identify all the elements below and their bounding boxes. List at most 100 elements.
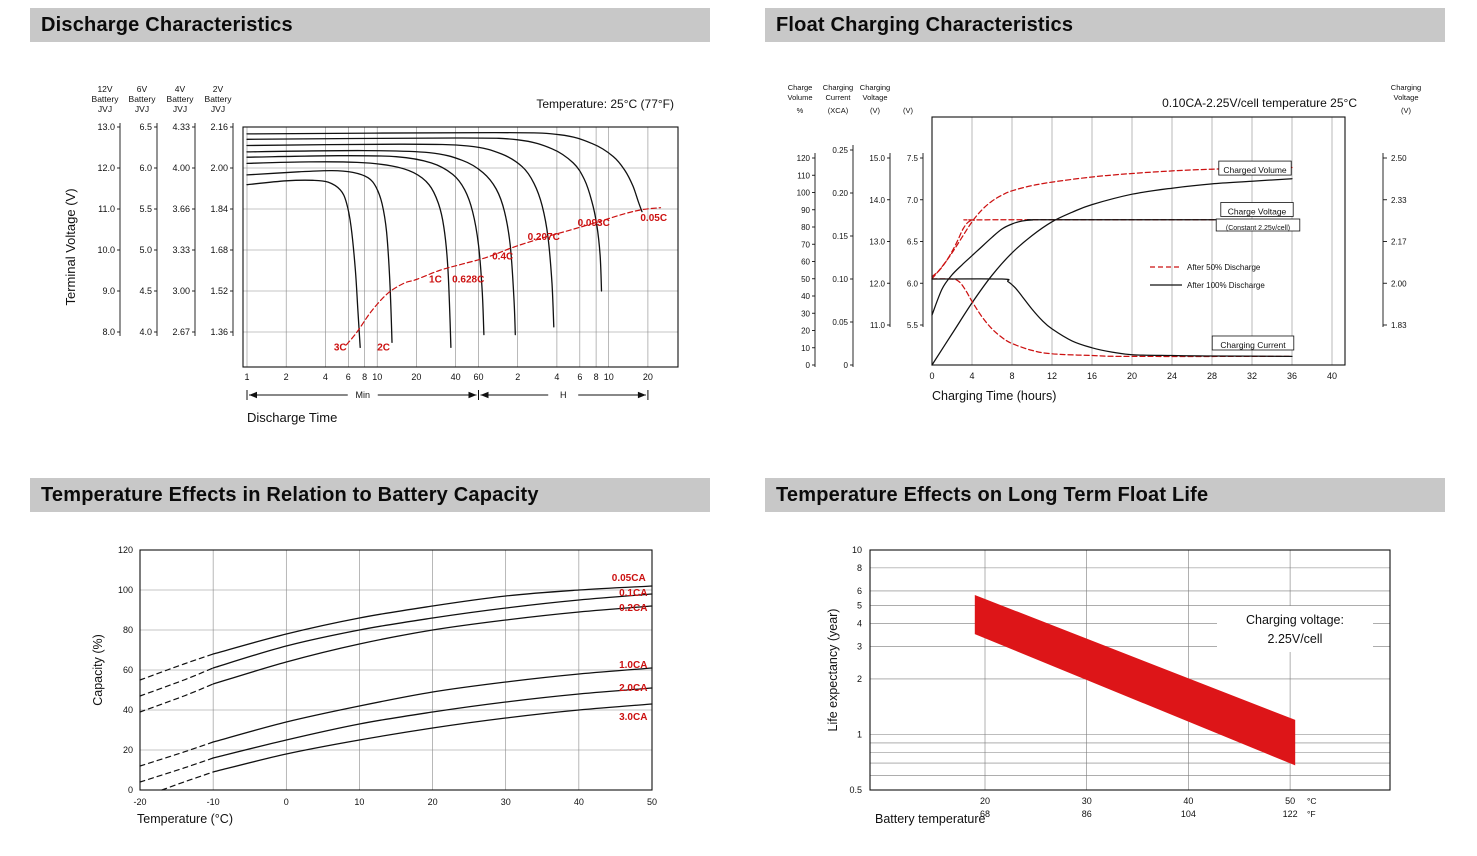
legend-label: After 100% Discharge [1187, 281, 1265, 290]
axis-value: 0.25 [832, 146, 848, 155]
axis-header: Charging [823, 83, 853, 92]
y-tick-label: 5 [857, 601, 862, 611]
curve-rate-label: 0.093C [578, 218, 610, 229]
voltage-scale-value: 2.16 [210, 122, 228, 132]
curve-rate-label: 0.05CA [612, 573, 646, 584]
voltage-scale-value: 12.0 [97, 163, 115, 173]
axis-value: 2.33 [1391, 196, 1407, 205]
section-arrow-left [249, 391, 257, 399]
capacity-curve-2.0CA [212, 687, 653, 759]
cutoff-voltage-curve [345, 207, 662, 346]
axis-value: 0.20 [832, 189, 848, 198]
voltage-scale-value: 3.66 [172, 204, 190, 214]
axis-header: Current [825, 93, 851, 102]
capacity-curve-3.0CA [212, 703, 653, 773]
axis-unit: (V) [870, 106, 881, 115]
x-tick-label: 2 [284, 372, 289, 382]
y-tick-label: 8 [857, 563, 862, 573]
y-tick-label: 3 [857, 641, 862, 651]
voltage-scale-header: 4V [175, 84, 186, 94]
axis-value: 10 [801, 344, 810, 353]
inplot-label: (Constant 2.25v/cell) [1226, 225, 1290, 232]
x-tick-label: 8 [362, 372, 367, 382]
x-tick-label: 0 [284, 797, 289, 807]
y-axis-label: Life expectancy (year) [826, 609, 840, 732]
voltage-scale-value: 9.0 [102, 286, 115, 296]
float-life-header-bar: Temperature Effects on Long Term Float L… [765, 478, 1445, 512]
axis-value: 0.10 [832, 275, 848, 284]
axis-header: Charging [1391, 83, 1421, 92]
x-tick-celsius: 50 [1285, 796, 1295, 806]
voltage-scale-value: 11.0 [98, 204, 115, 214]
x-tick-fahrenheit: 68 [980, 809, 990, 819]
x-tick-label: 20 [643, 372, 653, 382]
axis-value: 5.5 [907, 321, 919, 330]
panel-float-life: Temperature Effects on Long Term Float L… [765, 478, 1465, 856]
temperature-annotation: Temperature: 25°C (77°F) [536, 97, 674, 111]
voltage-scale-value: 10.0 [97, 245, 115, 255]
axis-value: 7.5 [907, 154, 919, 163]
x-unit-fahrenheit: °F [1307, 809, 1316, 819]
axis-unit: % [797, 106, 804, 115]
curve-rate-label: 0.207C [528, 232, 560, 243]
voltage-scale-header: Battery [205, 94, 233, 104]
voltage-scale-header: 6V [137, 84, 148, 94]
x-tick-label: 24 [1167, 371, 1177, 381]
axis-value: 50 [801, 275, 810, 284]
x-tick-label: 12 [1047, 371, 1057, 381]
curve-rate-label: 2C [377, 342, 390, 353]
inplot-label-box [1211, 335, 1295, 351]
y-tick-label: 0.5 [849, 785, 862, 795]
axis-value: 0 [806, 361, 811, 370]
axis-value: 11.0 [870, 321, 886, 330]
voltage-scale-value: 3.33 [172, 245, 190, 255]
capacity-curve-dashed-0.05CA [139, 653, 214, 681]
x-tick-celsius: 40 [1183, 796, 1193, 806]
axis-value: 120 [797, 154, 811, 163]
voltage-scale-value: 1.84 [210, 204, 228, 214]
axis-value: 13.0 [869, 238, 885, 247]
x-tick-label: 40 [574, 797, 584, 807]
voltage-scale-value: 5.5 [139, 204, 152, 214]
section-arrow-right [468, 391, 477, 399]
x-tick-label: 1 [244, 372, 249, 382]
axis-value: 6.0 [907, 279, 919, 288]
annotation-bg [1217, 606, 1373, 652]
voltage-scale-value: 8.0 [102, 327, 115, 337]
float-curve-charged-volume-after-50 [931, 166, 1293, 280]
axis-value: 20 [801, 327, 810, 336]
voltage-scale-value: 1.36 [210, 327, 228, 337]
capacity-curve-1.0CA [212, 667, 653, 743]
axis-value: 40 [801, 292, 810, 301]
voltage-scale-value: 2.67 [172, 327, 190, 337]
discharge-plot-group: 3C 2C 1C 0.628C 0.4C 0.207C 0.093C 0.05C 1 2 4 6 8 10… [63, 84, 679, 425]
axis-value: 14.0 [869, 196, 885, 205]
voltage-scale-header: JVJ [98, 104, 112, 114]
x-tick-label: 50 [647, 797, 657, 807]
curve-rate-label: 2.0CA [619, 683, 647, 694]
voltage-scale-header: Battery [167, 94, 195, 104]
y-tick-label: 6 [857, 586, 862, 596]
charging-voltage-annotation-line1: Charging voltage: [1246, 613, 1344, 627]
voltage-scale-header: Battery [129, 94, 157, 104]
voltage-scale-header: JVJ [211, 104, 225, 114]
axis-header: Charging [860, 83, 890, 92]
axis-value: 90 [801, 206, 810, 215]
curve-rate-label: 0.05C [640, 213, 667, 224]
legend-label: After 50% Discharge [1187, 263, 1261, 272]
axis-value: 70 [801, 240, 810, 249]
y-tick-label: 4 [857, 618, 862, 628]
discharge-title: Discharge Characteristics [41, 13, 293, 36]
x-axis-label: Discharge Time [247, 410, 337, 425]
x-tick-celsius: 30 [1082, 796, 1092, 806]
y-tick-label: 60 [123, 665, 133, 675]
x-tick-label: 10 [604, 372, 614, 382]
x-tick-label: 20 [1127, 371, 1137, 381]
voltage-scale-value: 5.0 [139, 245, 152, 255]
voltage-scale-value: 4.5 [139, 286, 152, 296]
x-tick-label: 36 [1287, 371, 1297, 381]
discharge-header-bar: Discharge Characteristics [30, 8, 710, 42]
y-tick-label: 100 [118, 585, 133, 595]
y-axis-label: Capacity (%) [91, 634, 105, 706]
